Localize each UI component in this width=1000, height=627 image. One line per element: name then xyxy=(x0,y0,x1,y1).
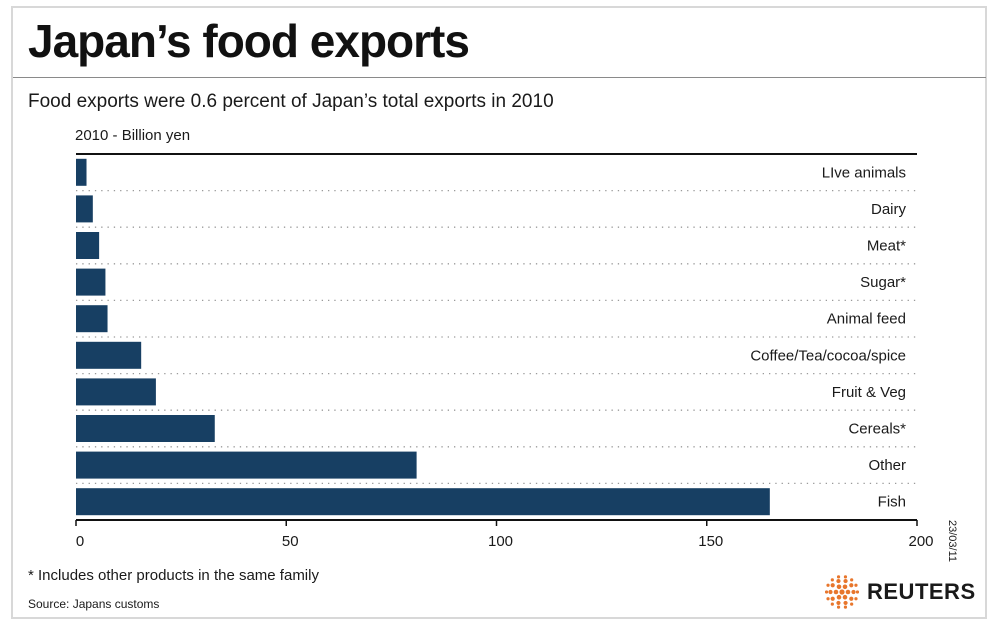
chart-subtitle: Food exports were 0.6 percent of Japan’s… xyxy=(28,91,554,112)
logo-dot xyxy=(836,600,841,606)
date-stamp: 23/03/11 xyxy=(946,520,958,563)
category-label: Fruit & Veg xyxy=(832,384,906,401)
logo-dot xyxy=(843,575,848,579)
x-tick-label: 100 xyxy=(488,533,513,550)
category-label: Animal feed xyxy=(827,311,906,328)
chart-frame xyxy=(11,6,987,619)
title-divider xyxy=(13,77,986,78)
logo-dot xyxy=(842,594,848,600)
x-tick-label: 50 xyxy=(282,533,299,550)
bar xyxy=(76,158,87,186)
reuters-logo: REUTERS xyxy=(825,575,976,609)
x-tick-label: 150 xyxy=(698,533,723,550)
bar xyxy=(76,341,142,369)
category-label: LIve animals xyxy=(822,164,906,181)
logo-dot xyxy=(836,575,841,579)
logo-dot xyxy=(843,578,848,584)
bar xyxy=(76,305,108,333)
logo-dot xyxy=(850,578,854,582)
bar xyxy=(76,451,417,479)
x-tick-label: 0 xyxy=(76,533,84,550)
logo-text: REUTERS xyxy=(867,579,976,604)
category-label: Fish xyxy=(878,494,906,511)
logo-dot xyxy=(836,605,841,609)
bar xyxy=(76,488,770,516)
logo-dot xyxy=(826,583,830,587)
logo-dot xyxy=(826,597,830,601)
logo-dot xyxy=(830,583,835,588)
logo-dot xyxy=(836,584,842,590)
bar xyxy=(76,195,93,223)
logo-dot xyxy=(830,602,834,606)
logo-dot xyxy=(849,583,854,588)
unit-label: 2010 - Billion yen xyxy=(75,127,191,144)
bar xyxy=(76,415,215,442)
logo-dot xyxy=(850,602,854,606)
logo-dot xyxy=(830,596,835,601)
category-label: Dairy xyxy=(871,201,907,218)
reuters-dots-icon xyxy=(825,575,859,609)
category-label: Meat* xyxy=(867,238,906,255)
logo-dot xyxy=(855,590,859,594)
logo-dot xyxy=(843,600,848,606)
logo-dot xyxy=(833,589,839,595)
category-label: Coffee/Tea/cocoa/spice xyxy=(750,347,906,364)
logo-dot xyxy=(830,578,834,582)
category-label: Sugar* xyxy=(860,274,906,291)
logo-dot xyxy=(843,605,848,609)
footnote: * Includes other products in the same fa… xyxy=(28,567,319,584)
logo-dot xyxy=(836,594,842,600)
logo-dot xyxy=(825,590,829,594)
logo-dot xyxy=(854,597,858,601)
logo-dot xyxy=(828,589,833,595)
category-label: Cereals* xyxy=(848,421,906,438)
logo-dot xyxy=(854,583,858,587)
bar xyxy=(76,268,106,296)
logo-dot xyxy=(842,584,848,590)
logo-dot xyxy=(845,589,851,595)
chart-title: Japan’s food exports xyxy=(28,15,470,67)
logo-dot xyxy=(849,596,854,601)
bar xyxy=(76,378,156,406)
x-tick-label: 200 xyxy=(908,533,933,550)
bar xyxy=(76,232,100,259)
category-label: Other xyxy=(868,457,906,474)
logo-dot xyxy=(839,589,845,595)
logo-dot xyxy=(836,578,841,584)
source-note: Source: Japans customs xyxy=(28,597,160,611)
logo-dot xyxy=(851,589,856,595)
